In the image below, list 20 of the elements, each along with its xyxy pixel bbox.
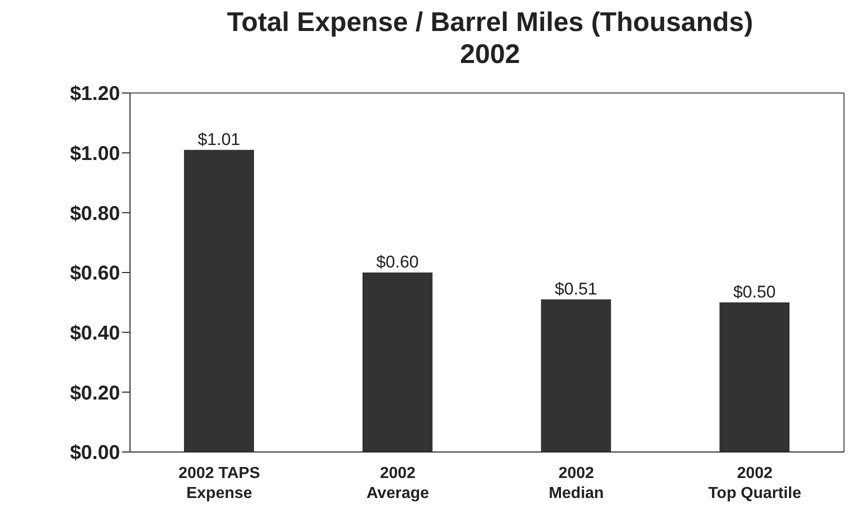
data-label: $0.51 (554, 279, 598, 298)
y-tick-label: $1.00 (70, 142, 120, 165)
x-tick-label: 2002 Average (366, 465, 430, 502)
data-label: $1.01 (198, 130, 240, 149)
x-tick-label: 2002 Top Quartile (708, 465, 802, 502)
chart-title: Total Expense / Barrel Miles (Thousands) 2002 (226, 6, 754, 70)
bar (720, 302, 790, 452)
data-label: $0.50 (733, 282, 776, 302)
bar (541, 299, 611, 452)
x-tick-label: 2002 Median (548, 465, 604, 502)
y-tick-label: $0.00 (70, 442, 120, 464)
bar (362, 272, 432, 452)
x-tick-label: 2002 TAPS Expense (178, 465, 260, 502)
y-tick-label: $0.40 (70, 322, 120, 344)
data-label: $0.60 (376, 252, 419, 272)
y-tick-label: $0.80 (70, 202, 120, 225)
y-tick-label: $0.60 (70, 262, 120, 285)
bar (184, 150, 254, 452)
y-tick-label: $1.20 (70, 83, 120, 106)
y-tick-label: $0.20 (70, 382, 120, 404)
